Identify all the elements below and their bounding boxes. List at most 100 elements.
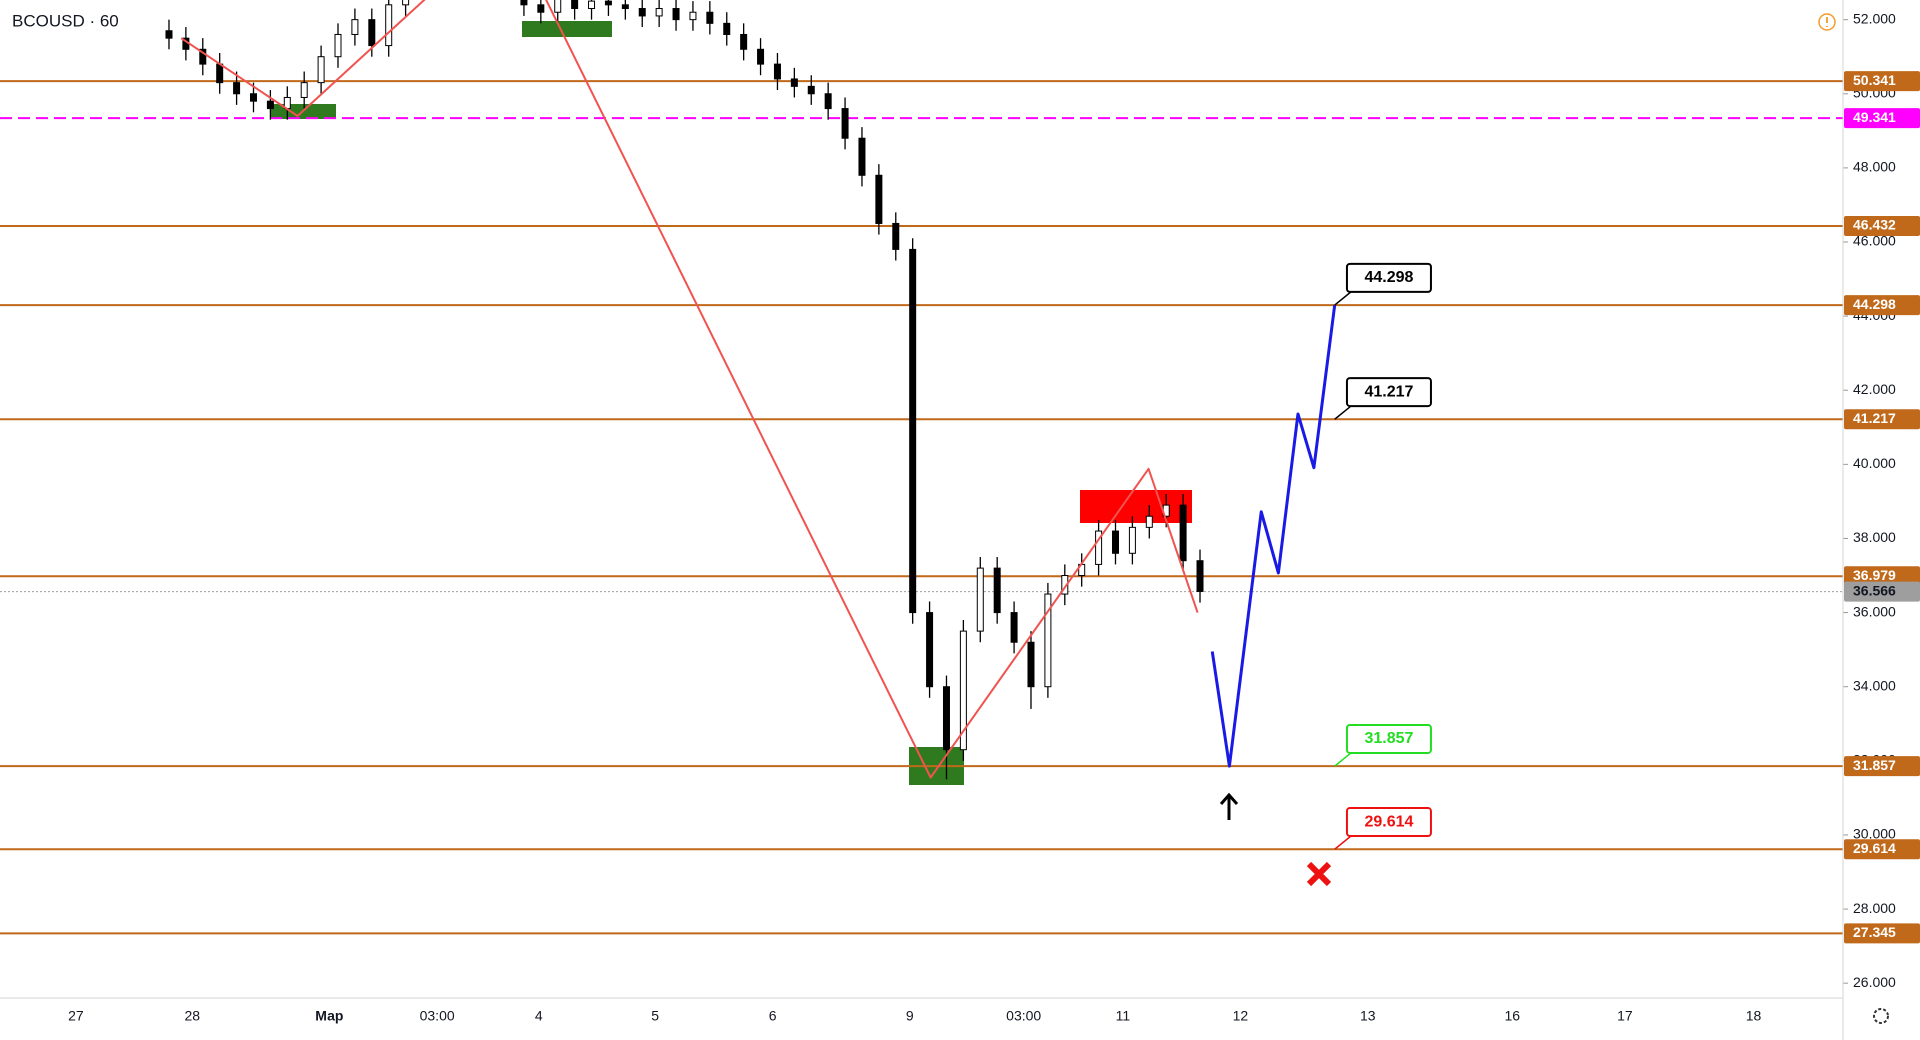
callout-box — [1345, 262, 1432, 293]
candle-body — [1128, 526, 1136, 554]
candle-body — [165, 30, 173, 39]
candle-body — [385, 4, 393, 47]
candle-body — [520, 0, 528, 6]
callout-box — [1345, 723, 1432, 754]
y-tick-label: 52.000 — [1853, 10, 1896, 26]
candle-body — [790, 78, 798, 87]
y-tick-label: 40.000 — [1853, 455, 1896, 471]
candle-body — [334, 33, 342, 58]
y-tick-label: 48.000 — [1853, 159, 1896, 175]
candle-body — [1111, 530, 1119, 554]
x-tick-label: 27 — [68, 1008, 84, 1024]
candle-body — [892, 222, 900, 250]
buy-arrow — [1219, 792, 1239, 820]
zigzag-line — [545, 0, 1199, 779]
level-price-label: 29.614 — [1853, 840, 1896, 856]
candle-body — [757, 48, 765, 65]
level-price-box — [1844, 108, 1920, 129]
warning-icon[interactable] — [1818, 13, 1836, 31]
x-tick-label: Мар — [315, 1008, 343, 1024]
x-tick-label: 17 — [1617, 1008, 1633, 1024]
candle-body — [706, 11, 714, 24]
x-tick-label: 4 — [535, 1008, 543, 1024]
candle-body — [249, 93, 257, 102]
y-tick-label: 28.000 — [1853, 900, 1896, 916]
candle-body — [1044, 593, 1052, 688]
candle-body — [1010, 612, 1018, 643]
settings-icon[interactable] — [1873, 1008, 1889, 1024]
candle-body — [588, 0, 596, 10]
candle-body — [740, 33, 748, 50]
candle-body — [554, 0, 562, 13]
level-price-box — [1844, 409, 1920, 430]
y-tick-label: 30.000 — [1853, 826, 1896, 842]
y-tick-label: 42.000 — [1853, 381, 1896, 397]
level-price-label: 44.298 — [1853, 296, 1896, 312]
candle-body — [233, 82, 241, 95]
level-price-label: 36.979 — [1853, 567, 1896, 583]
candle-body — [655, 8, 663, 17]
candle-body — [689, 11, 697, 21]
callout-label: 41.217 — [1364, 383, 1413, 400]
candle-body — [1179, 504, 1187, 562]
level-price-label: 31.857 — [1853, 757, 1896, 773]
candle-body — [723, 22, 731, 35]
x-tick-label: 6 — [769, 1008, 777, 1024]
candle-body — [841, 108, 849, 139]
level-price-box — [1844, 295, 1920, 316]
candle-body — [402, 0, 410, 6]
candle-body — [317, 56, 325, 84]
level-price-label: 36.566 — [1853, 582, 1896, 598]
zigzag-line — [180, 0, 426, 117]
candle-body — [807, 85, 815, 95]
y-tick-label: 36.000 — [1853, 603, 1896, 619]
forecast-path — [1210, 304, 1337, 768]
level-price-box — [1844, 839, 1920, 860]
candle-body — [537, 4, 545, 13]
candle-body — [621, 4, 629, 10]
x-tick-label: 03:00 — [1006, 1008, 1041, 1024]
stop-cross — [1306, 861, 1332, 887]
supply-zone — [1080, 490, 1192, 523]
callout-label: 29.614 — [1364, 813, 1413, 830]
candle-body — [976, 567, 984, 632]
candle-body — [266, 100, 274, 110]
level-price-box — [1844, 756, 1920, 777]
candle-body — [216, 63, 224, 84]
candle-body — [959, 630, 967, 751]
level-price-box — [1844, 215, 1920, 236]
level-price-box — [1844, 581, 1920, 602]
y-tick-label: 26.000 — [1853, 974, 1896, 990]
demand-zone — [522, 21, 612, 37]
callout-box — [1345, 377, 1432, 408]
level-price-label: 41.217 — [1853, 410, 1896, 426]
x-tick-label: 12 — [1233, 1008, 1249, 1024]
candle-body — [199, 48, 207, 65]
x-tick-label: 28 — [184, 1008, 200, 1024]
level-price-box — [1844, 566, 1920, 587]
x-tick-label: 9 — [906, 1008, 914, 1024]
candle-body — [909, 248, 917, 614]
callout-label: 31.857 — [1364, 730, 1413, 747]
x-tick-label: 5 — [651, 1008, 659, 1024]
level-price-label: 49.341 — [1853, 109, 1896, 125]
callout-box — [1345, 807, 1432, 838]
candle-body — [858, 137, 866, 176]
candle-body — [942, 686, 950, 751]
x-tick-label: 11 — [1116, 1008, 1131, 1024]
level-price-box — [1844, 923, 1920, 944]
candle-body — [1095, 530, 1103, 565]
candle-body — [1196, 560, 1204, 592]
x-tick-label: 18 — [1746, 1008, 1762, 1024]
candle-body — [1027, 641, 1035, 688]
callout-label: 44.298 — [1364, 269, 1413, 286]
candle-body — [368, 19, 376, 47]
x-tick-label: 03:00 — [420, 1008, 455, 1024]
candle-body — [604, 0, 612, 6]
y-tick-label: 34.000 — [1853, 677, 1896, 693]
level-price-label: 50.341 — [1853, 72, 1896, 88]
candle-body — [638, 8, 646, 17]
level-price-box — [1844, 71, 1920, 92]
